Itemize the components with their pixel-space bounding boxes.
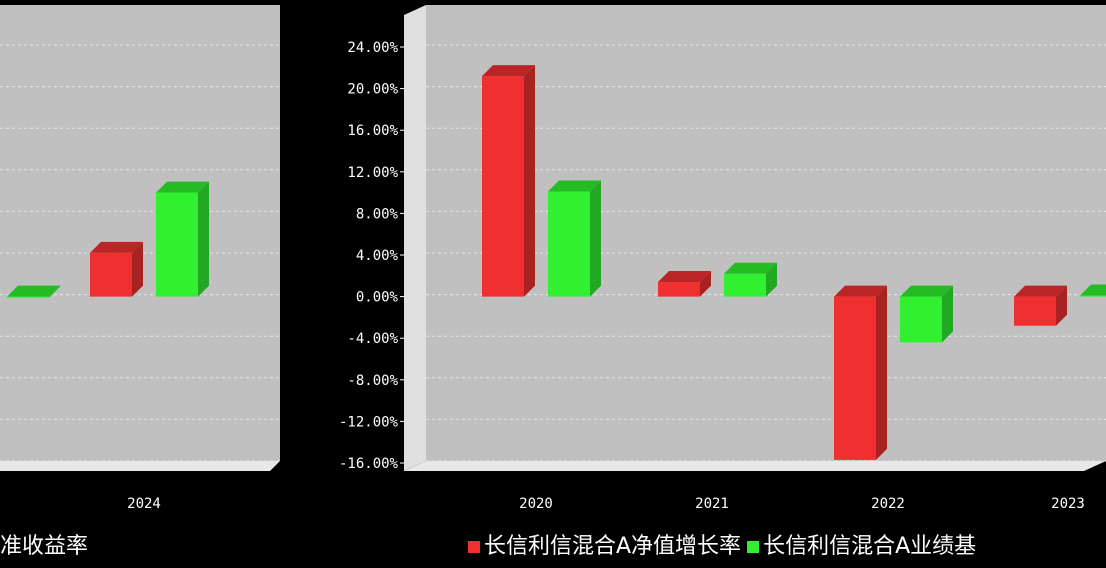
bar-series1-2020 — [482, 65, 535, 297]
bar-series2-cat0 — [7, 285, 60, 298]
bar-series2-2021-face — [724, 273, 766, 297]
legend-swatch-red — [468, 541, 480, 553]
bar-series1-2020-side — [524, 65, 535, 297]
x-tick-label: 2024 — [127, 496, 161, 512]
bar-series2-2020 — [548, 180, 601, 297]
bar-series2-cat0-top — [7, 285, 60, 297]
bar-series2-2022-side — [942, 285, 953, 343]
x-tick-label: 2022 — [871, 496, 905, 512]
plot-floor — [404, 461, 1106, 471]
plot-left-wall — [404, 5, 426, 471]
left-legend: 准收益率 — [0, 533, 300, 561]
y-tick-label: 24.00% — [347, 40, 398, 56]
bar-series2-2023-face — [1080, 295, 1106, 297]
bar-series1-2024-side — [132, 241, 143, 297]
legend-series-1-label: 长信利信混合A净值增长率 — [484, 534, 742, 559]
plot-background — [0, 5, 280, 461]
bar-series1-2023-side — [1056, 285, 1067, 326]
bar-series1-2021-face — [658, 282, 700, 297]
x-tick-label: 2020 — [519, 496, 553, 512]
y-tick-label: -8.00% — [347, 373, 398, 389]
bar-series2-2023 — [1080, 284, 1106, 297]
bar-series1-2023 — [1014, 285, 1067, 326]
bar-series1-2023-face — [1014, 296, 1056, 326]
bar-series1-2022-face — [834, 296, 876, 460]
bar-series1-2022-top — [834, 285, 887, 297]
right-legend: 长信利信混合A净值增长率 长信利信混合A业绩基 — [468, 533, 1106, 561]
bar-series2-2020-face — [548, 191, 590, 297]
bar-series2-2021-top — [724, 262, 777, 274]
bar-series1-2024 — [90, 241, 143, 297]
bar-series1-2022 — [834, 285, 887, 460]
x-tick-label: 2023 — [1051, 496, 1085, 512]
x-tick-label: 2021 — [695, 496, 729, 512]
y-tick-label: 8.00% — [356, 206, 399, 222]
plot-background — [426, 5, 1106, 461]
legend-swatch-green — [747, 541, 760, 553]
bar-series2-2021 — [724, 262, 777, 297]
bar-series1-2022-side — [876, 285, 887, 460]
right-chart-panel: 24.00% 20.00% 16.00% 12.00% 8.00% 4.00% 0.00% -… — [339, 5, 1106, 512]
y-tick-label: 16.00% — [347, 123, 398, 139]
left-chart-panel: 2024 — [0, 5, 280, 512]
y-tick-label: 4.00% — [356, 248, 399, 264]
bar-series2-2022 — [900, 285, 953, 343]
bar-series2-2024-face — [156, 192, 198, 297]
bar-series2-2022-face — [900, 296, 942, 343]
legend-series-2-label: 长信利信混合A业绩基 — [763, 534, 977, 559]
bar-series2-2023-top — [1080, 284, 1106, 296]
bar-series1-2020-top — [482, 65, 535, 77]
y-tick-label: -4.00% — [347, 331, 398, 347]
bar-series1-2024-top — [90, 241, 143, 253]
left-legend-label: 准收益率 — [0, 534, 89, 559]
bar-series1-2021-top — [658, 271, 711, 283]
bar-series2-2024 — [156, 181, 209, 297]
bar-series1-2023-top — [1014, 285, 1067, 297]
bar-series2-2024-top — [156, 181, 209, 193]
bar-series2-2020-top — [548, 180, 601, 192]
y-tick-label: 12.00% — [347, 165, 398, 181]
y-tick-label: 0.00% — [356, 290, 399, 306]
y-tick-label: -12.00% — [339, 414, 399, 430]
bar-series2-cat0-face — [7, 296, 49, 298]
y-tick-label: -16.00% — [339, 456, 399, 472]
bar-series1-2024-face — [90, 252, 132, 297]
bar-series1-2020-face — [482, 76, 524, 297]
bar-series1-2021 — [658, 271, 711, 297]
bar-series2-2024-side — [198, 181, 209, 297]
bar-series2-2022-top — [900, 285, 953, 297]
bar-series2-2021-side — [766, 262, 777, 297]
plot-floor — [0, 461, 280, 471]
bar-series2-cat0-side — [49, 285, 60, 298]
bar-series2-2020-side — [590, 180, 601, 297]
y-tick-label: 20.00% — [347, 82, 398, 98]
bar-series1-2021-side — [700, 271, 711, 297]
